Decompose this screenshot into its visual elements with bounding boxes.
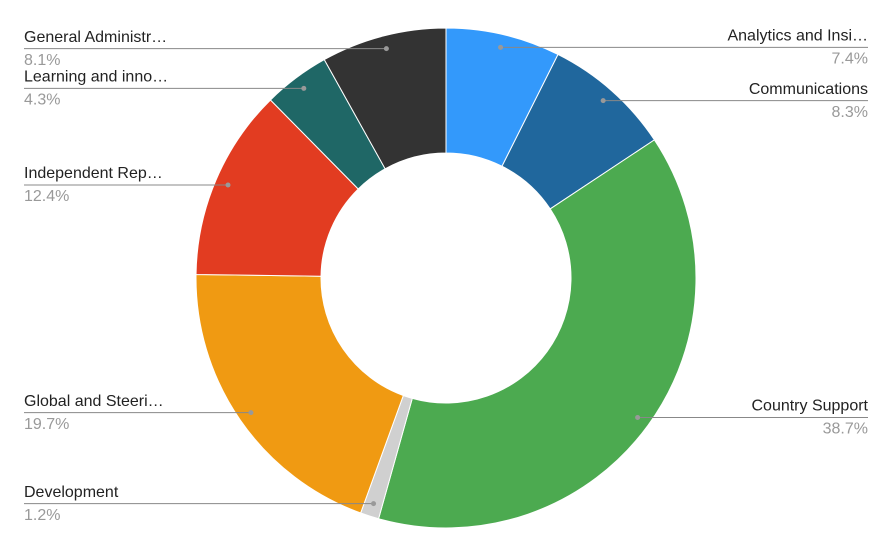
- slice-value-label: 8.1%: [24, 52, 60, 69]
- leader-dot: [383, 46, 389, 52]
- leader-dot: [600, 98, 606, 104]
- slice-value-label: 12.4%: [24, 188, 69, 205]
- slice-label: Country Support: [751, 398, 868, 415]
- slice-label: Communications: [749, 81, 868, 98]
- leader-dot: [248, 410, 254, 416]
- donut-slice: [377, 139, 697, 529]
- leader-dot: [498, 44, 504, 50]
- slice-value-label: 7.4%: [832, 51, 868, 68]
- leader-dot: [301, 85, 307, 91]
- donut-slice: [323, 27, 447, 170]
- slice-label: Development: [24, 484, 119, 501]
- slice-value-label: 1.2%: [24, 507, 60, 524]
- leader-dot: [635, 414, 641, 420]
- slice-value-label: 4.3%: [24, 92, 60, 109]
- slice-label: Independent Rep…: [24, 165, 163, 182]
- slice-label: Learning and inno…: [24, 69, 168, 86]
- leader-dot: [225, 182, 231, 188]
- leader-dot: [371, 501, 377, 507]
- slice-value-label: 38.7%: [823, 421, 868, 438]
- slice-label: General Administr…: [24, 29, 167, 46]
- slice-label: Analytics and Insi…: [727, 28, 868, 45]
- donut-slice: [195, 273, 404, 514]
- slice-value-label: 8.3%: [832, 104, 868, 121]
- slice-label: Global and Steeri…: [24, 393, 164, 410]
- slice-value-label: 19.7%: [24, 416, 69, 433]
